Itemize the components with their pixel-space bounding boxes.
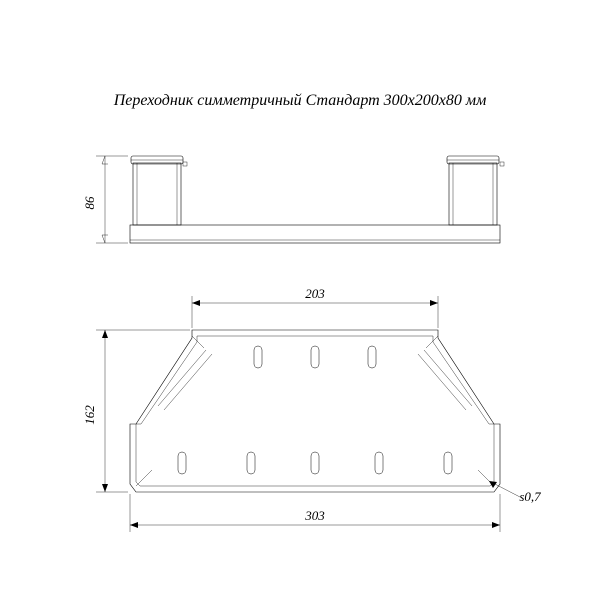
dim-value: 203 [305,286,325,301]
front-elevation [130,156,504,243]
dim-top-203: 203 [192,286,438,328]
dim-value: 86 [82,196,97,210]
drawing-title: Переходник симметричный Стандарт 300x200… [113,92,487,109]
dim-value: s0,7 [519,489,541,504]
thickness-callout: s0,7 [489,481,541,504]
dim-value: 162 [82,405,97,425]
engineering-drawing: Переходник симметричный Стандарт 300x200… [0,0,600,600]
dim-height-86: 86 [82,156,128,243]
plan-view [130,330,500,492]
dim-value: 303 [304,508,325,523]
dim-bottom-303: 303 [130,494,500,532]
